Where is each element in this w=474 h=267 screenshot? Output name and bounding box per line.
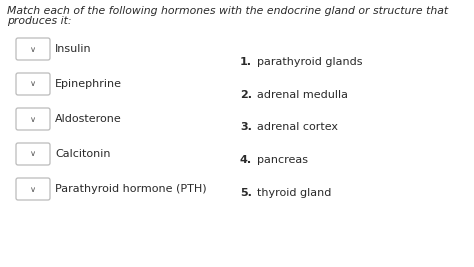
Text: Insulin: Insulin bbox=[55, 44, 91, 54]
Text: 2.: 2. bbox=[240, 90, 252, 100]
Text: adrenal medulla: adrenal medulla bbox=[257, 90, 348, 100]
FancyBboxPatch shape bbox=[16, 143, 50, 165]
FancyBboxPatch shape bbox=[16, 73, 50, 95]
Text: adrenal cortex: adrenal cortex bbox=[257, 122, 338, 132]
FancyBboxPatch shape bbox=[16, 178, 50, 200]
Text: parathyroid glands: parathyroid glands bbox=[257, 57, 363, 67]
FancyBboxPatch shape bbox=[16, 38, 50, 60]
Text: ∨: ∨ bbox=[30, 184, 36, 194]
Text: 1.: 1. bbox=[240, 57, 252, 67]
Text: thyroid gland: thyroid gland bbox=[257, 188, 331, 198]
Text: 5.: 5. bbox=[240, 188, 252, 198]
Text: 4.: 4. bbox=[240, 155, 252, 165]
Text: 3.: 3. bbox=[240, 122, 252, 132]
Text: produces it:: produces it: bbox=[7, 16, 72, 26]
Text: Epinephrine: Epinephrine bbox=[55, 79, 122, 89]
Text: ∨: ∨ bbox=[30, 80, 36, 88]
Text: Match each of the following hormones with the endocrine gland or structure that: Match each of the following hormones wit… bbox=[7, 6, 448, 16]
Text: Parathyroid hormone (PTH): Parathyroid hormone (PTH) bbox=[55, 184, 207, 194]
Text: Calcitonin: Calcitonin bbox=[55, 149, 110, 159]
Text: Aldosterone: Aldosterone bbox=[55, 114, 122, 124]
Text: ∨: ∨ bbox=[30, 150, 36, 159]
FancyBboxPatch shape bbox=[16, 108, 50, 130]
Text: ∨: ∨ bbox=[30, 115, 36, 124]
Text: pancreas: pancreas bbox=[257, 155, 308, 165]
Text: ∨: ∨ bbox=[30, 45, 36, 53]
